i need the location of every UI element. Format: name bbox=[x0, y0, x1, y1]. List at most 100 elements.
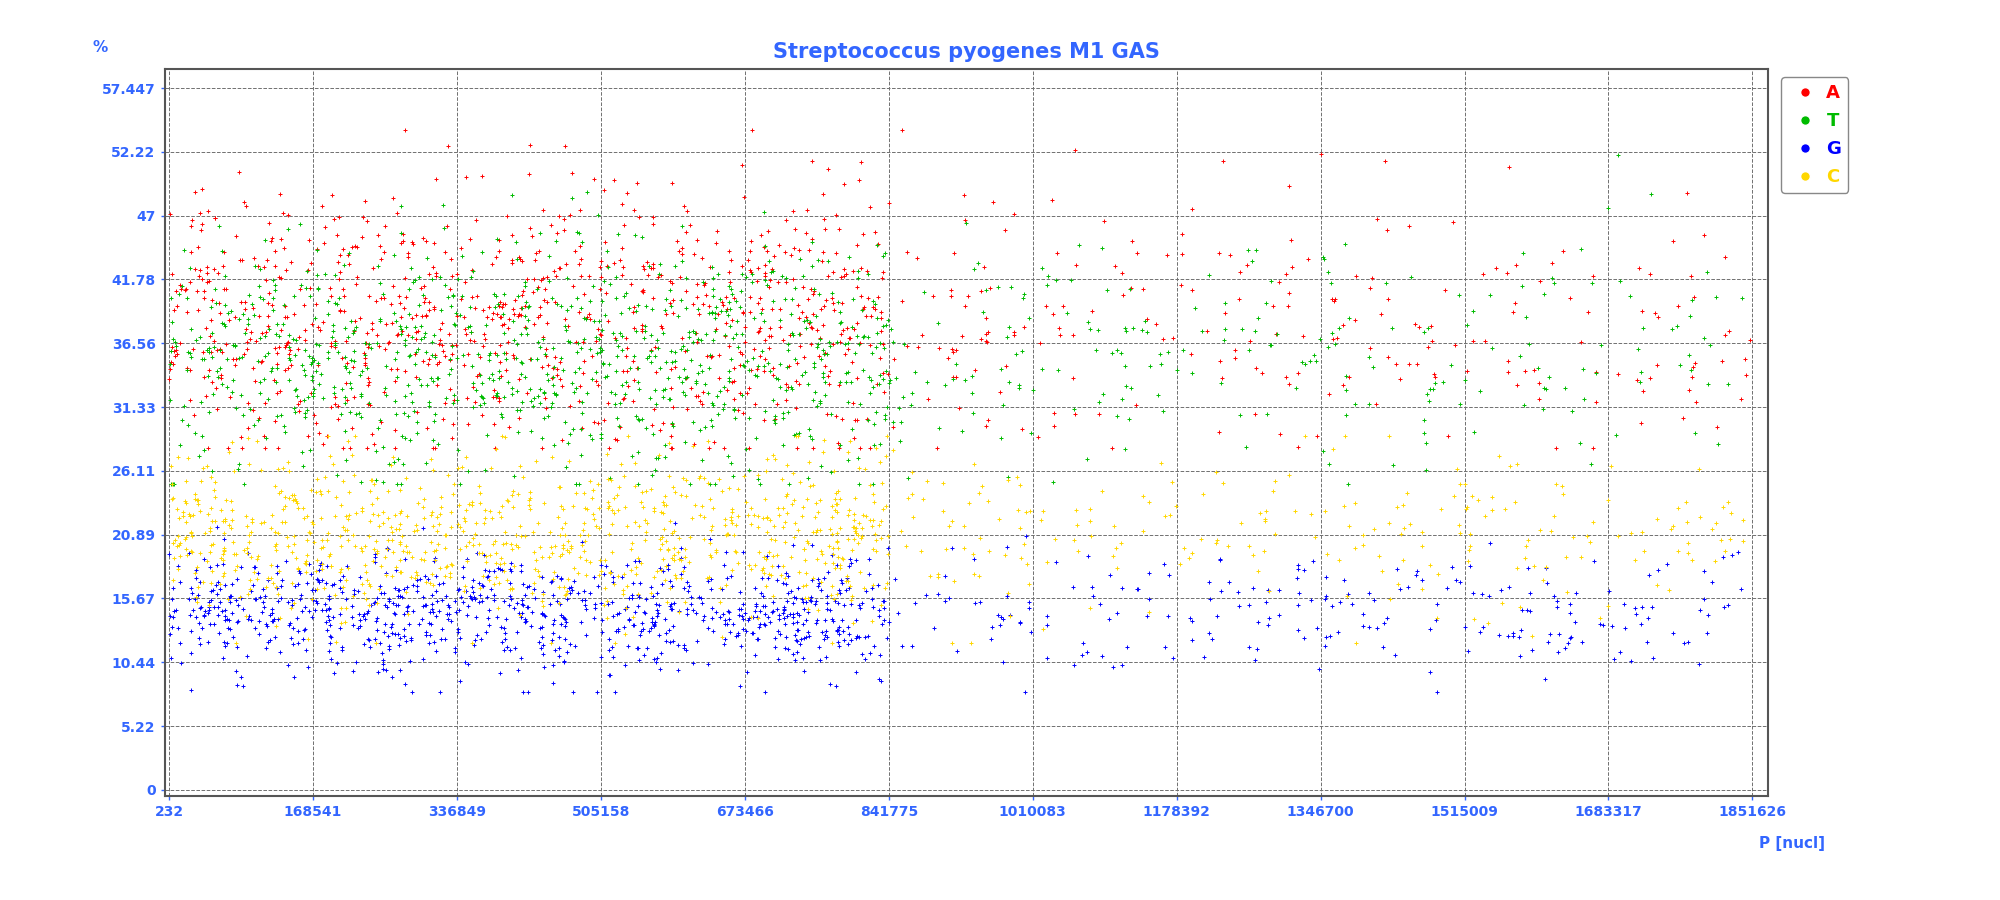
Point bbox=[654, 580, 686, 595]
Point bbox=[364, 311, 396, 326]
Point bbox=[526, 332, 558, 347]
Point bbox=[658, 292, 690, 307]
Point bbox=[420, 569, 452, 583]
Point bbox=[158, 581, 190, 596]
Point bbox=[540, 234, 572, 248]
Point bbox=[1516, 629, 1548, 643]
Point bbox=[792, 243, 824, 257]
Point bbox=[798, 307, 830, 321]
Point bbox=[184, 637, 216, 652]
Point bbox=[1700, 517, 1732, 531]
Point bbox=[278, 637, 310, 652]
Point bbox=[368, 616, 400, 631]
Point bbox=[1130, 314, 1162, 328]
Point bbox=[176, 341, 208, 356]
Point bbox=[320, 336, 352, 350]
Point bbox=[792, 591, 824, 606]
Point bbox=[1650, 557, 1682, 572]
Point bbox=[558, 562, 590, 576]
Point bbox=[1506, 278, 1538, 293]
Point bbox=[370, 341, 402, 356]
Point bbox=[182, 492, 214, 507]
Point bbox=[960, 363, 992, 377]
Point bbox=[1728, 534, 1760, 548]
Point bbox=[356, 428, 388, 442]
Point bbox=[336, 598, 368, 613]
Point bbox=[1384, 372, 1416, 386]
Point bbox=[1264, 275, 1296, 290]
Point bbox=[390, 270, 422, 284]
Point bbox=[252, 634, 284, 649]
Point bbox=[718, 401, 750, 416]
Point bbox=[332, 562, 364, 576]
Point bbox=[668, 471, 700, 485]
Point bbox=[706, 298, 738, 312]
Point bbox=[636, 418, 668, 433]
Point bbox=[782, 634, 814, 648]
Point bbox=[282, 561, 314, 575]
Point bbox=[916, 288, 948, 302]
Point bbox=[1632, 635, 1664, 650]
Point bbox=[766, 500, 798, 515]
Point bbox=[664, 488, 696, 502]
Point bbox=[706, 630, 738, 644]
Point bbox=[1120, 581, 1152, 596]
Point bbox=[350, 336, 382, 350]
Point bbox=[226, 561, 258, 575]
Point bbox=[252, 573, 284, 588]
Point bbox=[950, 373, 982, 387]
Point bbox=[580, 364, 612, 379]
Point bbox=[922, 441, 954, 455]
Point bbox=[176, 245, 208, 259]
Point bbox=[542, 368, 574, 382]
Point bbox=[808, 387, 840, 401]
Point bbox=[608, 601, 640, 616]
Point bbox=[1550, 382, 1582, 396]
Point bbox=[198, 616, 230, 631]
Point bbox=[1454, 526, 1486, 541]
Point bbox=[626, 318, 658, 332]
Point bbox=[576, 431, 608, 446]
Point bbox=[832, 394, 864, 409]
Point bbox=[536, 395, 568, 410]
Point bbox=[320, 297, 352, 311]
Point bbox=[898, 596, 930, 610]
Point bbox=[1452, 644, 1484, 659]
Point bbox=[1100, 343, 1132, 357]
Point bbox=[218, 464, 250, 478]
Point bbox=[428, 527, 460, 542]
Point bbox=[910, 588, 942, 602]
Point bbox=[654, 344, 686, 358]
Point bbox=[862, 376, 894, 391]
Point bbox=[842, 264, 874, 278]
Point bbox=[1388, 521, 1420, 535]
Point bbox=[1098, 660, 1130, 674]
Point bbox=[334, 441, 366, 455]
Point bbox=[164, 282, 196, 296]
Point bbox=[844, 601, 876, 616]
Point bbox=[598, 330, 630, 345]
Point bbox=[402, 342, 434, 356]
Point bbox=[554, 399, 586, 413]
Point bbox=[554, 427, 586, 441]
Point bbox=[364, 339, 396, 354]
Point bbox=[456, 499, 488, 513]
Point bbox=[846, 363, 878, 377]
Point bbox=[586, 626, 618, 640]
Point bbox=[726, 266, 758, 281]
Point bbox=[868, 613, 900, 627]
Point bbox=[806, 445, 838, 459]
Point bbox=[844, 261, 876, 275]
Point bbox=[454, 589, 486, 603]
Point bbox=[854, 200, 886, 214]
Point bbox=[806, 302, 838, 316]
Point bbox=[1026, 621, 1058, 635]
Point bbox=[1332, 587, 1364, 601]
Point bbox=[1114, 282, 1146, 296]
Point bbox=[598, 256, 630, 270]
Point bbox=[258, 303, 290, 318]
Point bbox=[390, 471, 422, 485]
Point bbox=[558, 385, 590, 400]
Point bbox=[1472, 616, 1504, 630]
Point bbox=[564, 421, 596, 436]
